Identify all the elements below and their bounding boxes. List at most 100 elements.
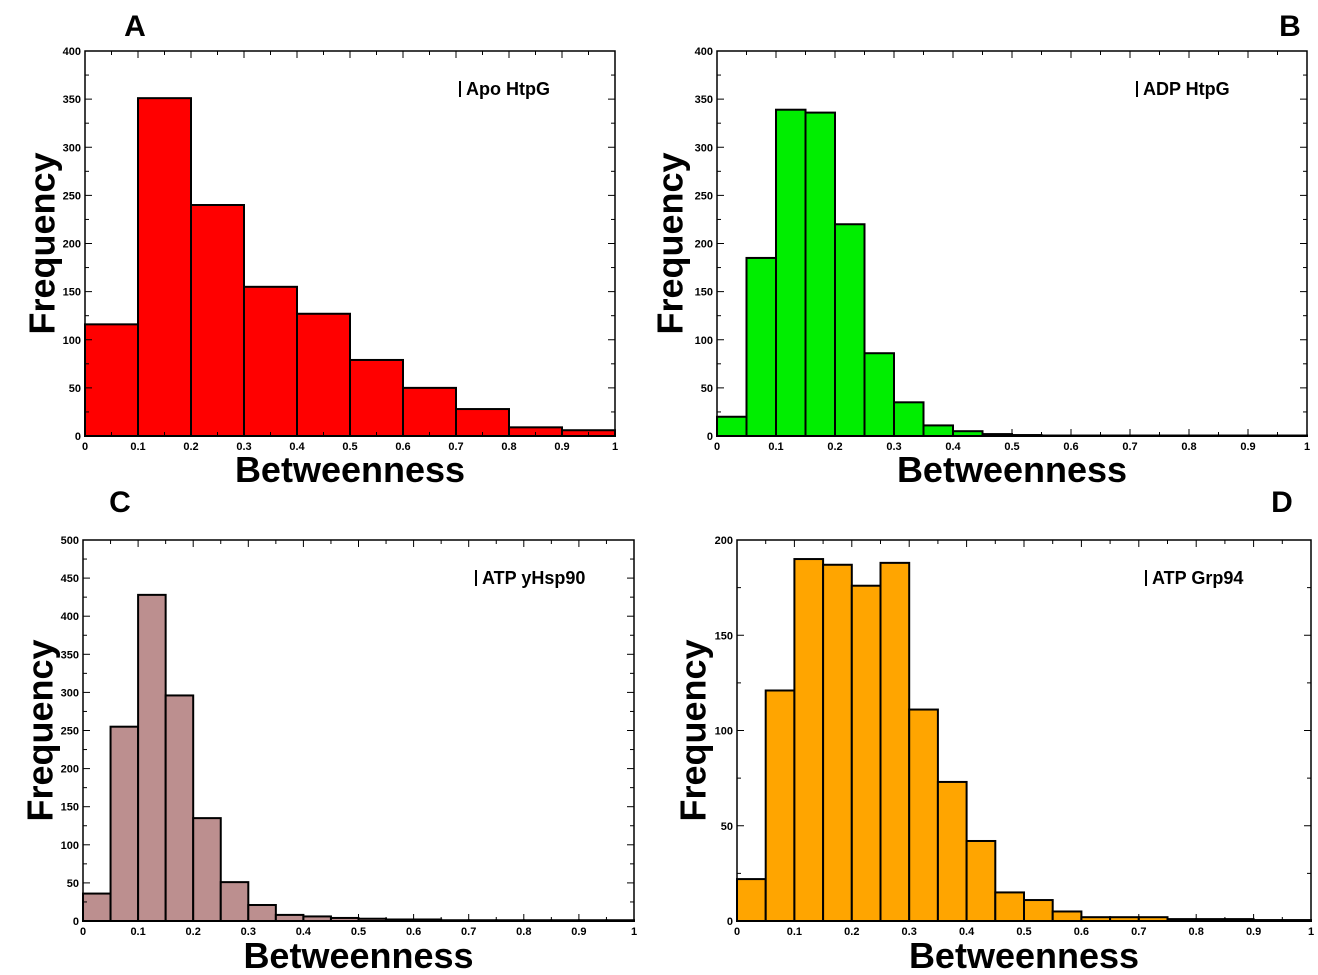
x-axis-title: Betweenness: [235, 449, 465, 490]
histogram-bar: [1023, 899, 1054, 922]
x-tick-label: 0.5: [342, 441, 357, 453]
y-tick-label: 0: [727, 916, 733, 928]
y-tick-label: 350: [61, 649, 79, 661]
x-tick-label: 0.3: [886, 441, 901, 453]
legend-label: Apo HtpG: [466, 79, 550, 99]
y-axis-title: Frequency: [650, 152, 691, 334]
y-tick-label: 50: [701, 383, 713, 395]
legend-label: ATP yHsp90: [482, 568, 585, 588]
y-axis-title: Frequency: [673, 639, 714, 821]
histogram-bar: [822, 563, 853, 922]
x-tick-label: 0.3: [902, 926, 917, 938]
y-tick-label: 0: [73, 916, 79, 928]
y-tick-label: 500: [61, 535, 79, 547]
x-tick-label: 0.4: [296, 926, 312, 938]
y-tick-label: 300: [63, 142, 81, 154]
x-tick-label: 0.8: [501, 441, 516, 453]
x-tick-label: 0.7: [448, 441, 463, 453]
histogram-bar: [764, 689, 796, 922]
x-tick-label: 0.2: [827, 441, 842, 453]
histogram-bar: [994, 891, 1025, 922]
y-tick-label: 50: [69, 383, 81, 395]
y-tick-label: 200: [63, 239, 81, 251]
panel-letter: D: [1271, 486, 1293, 519]
x-tick-label: 0: [734, 926, 740, 938]
y-tick-label: 400: [63, 46, 81, 58]
histogram-bar: [1051, 910, 1083, 922]
y-tick-label: 250: [61, 726, 79, 738]
x-tick-label: 0.2: [183, 441, 198, 453]
histogram-bar: [908, 708, 939, 922]
panel-letter: B: [1279, 10, 1301, 43]
histogram-bar: [850, 584, 882, 922]
y-tick-label: 400: [61, 611, 79, 623]
x-tick-label: 0: [714, 441, 720, 453]
x-tick-label: 0.5: [1016, 926, 1031, 938]
histogram-bar: [736, 878, 767, 923]
y-tick-label: 200: [715, 535, 733, 547]
x-tick-label: 0.4: [945, 441, 961, 453]
panel-letter: A: [124, 10, 146, 43]
x-tick-label: 0.9: [1246, 926, 1261, 938]
legend-label: ATP Grp94: [1152, 568, 1243, 588]
x-tick-label: 0.3: [236, 441, 251, 453]
x-tick-label: 0.5: [1004, 441, 1019, 453]
y-tick-label: 150: [63, 287, 81, 299]
histogram-bar: [349, 358, 404, 437]
y-tick-label: 200: [695, 239, 713, 251]
x-tick-label: 0.4: [289, 441, 305, 453]
x-tick-label: 0.6: [395, 441, 410, 453]
histogram-bar: [863, 352, 895, 438]
x-tick-label: 0.1: [787, 926, 802, 938]
histogram-bar: [137, 97, 192, 437]
y-tick-label: 250: [695, 190, 713, 202]
y-tick-label: 200: [61, 764, 79, 776]
y-tick-label: 450: [61, 573, 79, 585]
x-tick-label: 0.4: [959, 926, 975, 938]
x-axis-title: Betweenness: [243, 935, 473, 975]
histogram-bar: [455, 408, 510, 437]
y-tick-label: 150: [695, 287, 713, 299]
y-tick-label: 100: [715, 726, 733, 738]
y-tick-label: 250: [63, 190, 81, 202]
y-tick-label: 150: [61, 802, 79, 814]
y-tick-label: 100: [61, 840, 79, 852]
y-tick-label: 0: [75, 431, 81, 443]
x-tick-label: 0.7: [1131, 926, 1146, 938]
x-tick-label: 1: [631, 926, 637, 938]
x-tick-label: 0.6: [406, 926, 421, 938]
x-tick-label: 0.7: [1122, 441, 1137, 453]
y-tick-label: 300: [61, 687, 79, 699]
x-tick-label: 0.1: [768, 441, 783, 453]
x-tick-label: 1: [612, 441, 618, 453]
x-tick-label: 0.8: [516, 926, 531, 938]
x-tick-label: 0.8: [1189, 926, 1204, 938]
y-tick-label: 50: [721, 821, 733, 833]
histogram-bar: [793, 558, 825, 922]
x-tick-label: 0.6: [1074, 926, 1089, 938]
x-tick-label: 1: [1304, 441, 1310, 453]
y-tick-label: 150: [715, 630, 733, 642]
histogram-bar: [164, 694, 195, 922]
y-tick-label: 400: [695, 46, 713, 58]
histogram-bar: [775, 108, 807, 438]
panel-letter: C: [109, 486, 131, 519]
x-tick-label: 0.9: [554, 441, 569, 453]
y-tick-label: 0: [707, 431, 713, 443]
x-tick-label: 0.8: [1181, 441, 1196, 453]
x-tick-label: 0.9: [1240, 441, 1255, 453]
x-axis-title: Betweenness: [897, 449, 1127, 490]
y-tick-label: 100: [695, 335, 713, 347]
y-axis-title: Frequency: [20, 639, 61, 821]
histogram-bar: [879, 561, 911, 922]
x-tick-label: 0.7: [461, 926, 476, 938]
x-tick-label: 0.2: [844, 926, 859, 938]
x-tick-label: 0.3: [241, 926, 256, 938]
histogram-bar: [965, 839, 997, 922]
histogram-bar: [219, 881, 250, 922]
histogram-bar: [936, 780, 968, 922]
y-tick-label: 100: [63, 335, 81, 347]
